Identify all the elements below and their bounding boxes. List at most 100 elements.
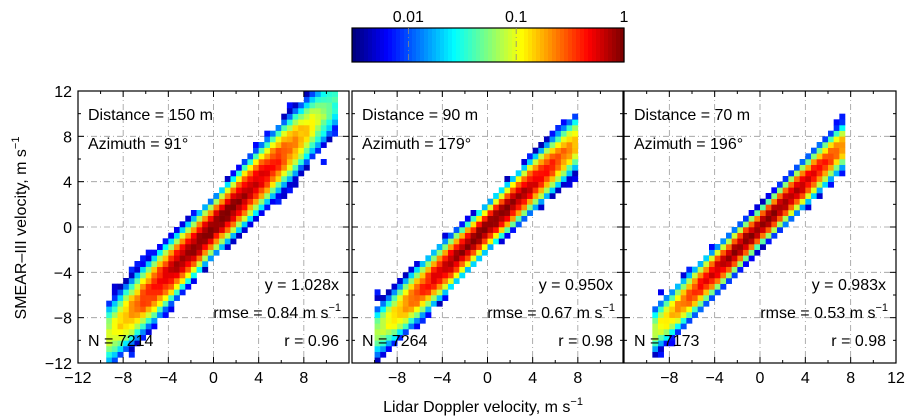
density-cell (385, 289, 392, 296)
density-cell (459, 232, 466, 239)
density-cell (397, 300, 404, 307)
density-cell (309, 96, 316, 103)
density-cell (431, 266, 437, 273)
density-cell (481, 210, 488, 216)
density-cell (309, 91, 316, 97)
colorbar-swatch (492, 28, 497, 62)
density-cell (145, 249, 152, 256)
density-cell (117, 329, 124, 335)
density-cell (374, 295, 381, 301)
density-cell (230, 215, 237, 222)
density-cell (162, 238, 169, 245)
colorbar-tick-label: 1 (620, 9, 629, 26)
density-cell (253, 153, 259, 160)
density-cell (425, 289, 432, 296)
density-cell (669, 312, 676, 318)
density-cell (816, 181, 823, 188)
density-cell (805, 170, 812, 177)
density-cell (560, 147, 567, 154)
density-cell (162, 244, 169, 250)
x-tick-label: −12 (64, 370, 91, 387)
density-cell (168, 272, 175, 279)
density-cell (720, 283, 727, 290)
density-cell (794, 164, 800, 171)
density-cell (190, 215, 197, 222)
density-cell (572, 125, 579, 131)
density-cell (543, 147, 550, 154)
density-cell (111, 295, 118, 301)
density-cell (134, 261, 141, 267)
density-cell (247, 176, 254, 182)
density-cell (663, 329, 670, 335)
density-cell (652, 312, 659, 318)
colorbar-swatch (392, 28, 397, 62)
density-cell (292, 181, 299, 188)
density-cell (236, 210, 243, 216)
density-cell (669, 295, 676, 301)
density-cell (241, 164, 248, 171)
fit-equation-label: y = 0.950x (539, 277, 613, 294)
density-cell (754, 210, 761, 216)
density-cell (760, 232, 766, 239)
density-cell (754, 249, 761, 256)
density-cell (669, 329, 676, 335)
density-cell (839, 147, 846, 154)
x-tick-label: −4 (159, 370, 177, 387)
density-cell (788, 170, 795, 177)
density-cell (686, 266, 693, 273)
density-cell (298, 159, 305, 165)
density-cell (408, 289, 415, 296)
density-cell (202, 255, 209, 262)
density-cell (459, 249, 466, 256)
density-cell (380, 312, 387, 318)
density-cell (134, 272, 141, 279)
density-cell (560, 142, 567, 148)
x-tick-label: 0 (483, 370, 492, 387)
density-cell (241, 198, 248, 205)
density-cell (453, 278, 460, 284)
density-cell (241, 176, 248, 182)
density-cell (828, 153, 834, 160)
density-cell (777, 187, 783, 194)
density-cell (566, 181, 573, 188)
density-cell (442, 249, 449, 256)
density-cell (459, 266, 466, 273)
density-cell (419, 317, 426, 324)
density-cell (743, 227, 749, 233)
density-cell (464, 255, 471, 262)
density-cell (481, 204, 488, 211)
density-cell (140, 278, 147, 284)
density-cell (207, 221, 214, 228)
density-cell (196, 261, 203, 267)
density-cell (117, 289, 124, 296)
n-count-label: N = 7214 (88, 333, 153, 350)
density-cell (258, 176, 265, 182)
density-cell (543, 176, 550, 182)
density-cell (414, 323, 421, 330)
density-cell (173, 255, 180, 262)
density-cell (281, 130, 288, 137)
density-cell (794, 176, 800, 182)
density-cell (269, 130, 276, 137)
density-cell (765, 221, 772, 228)
density-cell (253, 181, 259, 188)
density-cell (663, 295, 670, 301)
density-cell (663, 317, 670, 324)
density-cell (811, 153, 817, 160)
density-cell (303, 108, 310, 114)
density-cell (504, 232, 511, 239)
x-tick-label: −4 (433, 370, 451, 387)
colorbar-swatch (440, 28, 445, 62)
density-cell (385, 340, 392, 347)
density-cell (286, 159, 293, 165)
density-cell (476, 227, 483, 233)
density-cell (157, 283, 163, 290)
density-cell (117, 346, 124, 352)
density-cell (572, 130, 579, 137)
density-cell (230, 227, 237, 233)
density-cell (669, 340, 676, 347)
density-cell (714, 272, 721, 279)
density-cell (515, 181, 522, 188)
density-cell (572, 136, 579, 143)
density-cell (391, 340, 398, 347)
